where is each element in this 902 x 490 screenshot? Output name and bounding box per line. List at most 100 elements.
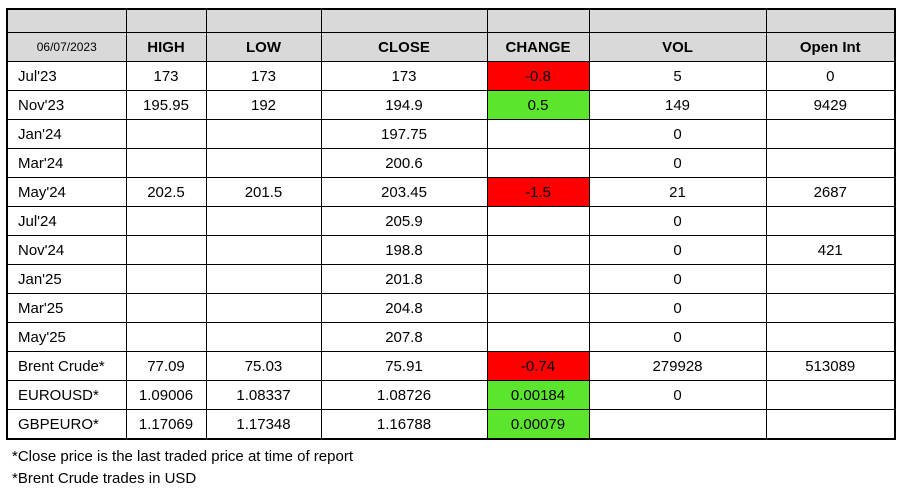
table-row: Jan'25 201.8 0 [6,264,896,294]
table-row: Nov'24 198.8 0 421 [6,235,896,265]
empty-cell [486,8,590,33]
high-value: 202.5 [125,177,207,207]
low-value: 1.08337 [205,380,322,410]
vol-value: 0 [588,322,767,352]
table-row: Jul'23 173 173 173 -0.8 5 0 [6,61,896,91]
change-value [486,322,590,352]
low-value [205,206,322,236]
low-value: 173 [205,61,322,91]
table-row: Jan'24 197.75 0 [6,119,896,149]
table-body: Jul'23 173 173 173 -0.8 5 0 Nov'23 195.95 192 194.… [6,61,896,440]
open-int-value [765,264,896,294]
col-header-high: HIGH [125,32,207,62]
empty-cell [6,8,127,33]
close-value: 207.8 [320,322,488,352]
open-int-value: 0 [765,61,896,91]
low-value: 201.5 [205,177,322,207]
change-value [486,264,590,294]
low-value [205,148,322,178]
contract-label: May'24 [6,177,127,207]
high-value [125,206,207,236]
table-row: EUROUSD* 1.09006 1.08337 1.08726 0.00184 0 [6,380,896,410]
change-value: 0.00079 [486,409,590,440]
close-value: 201.8 [320,264,488,294]
table-row: GBPEURO* 1.17069 1.17348 1.16788 0.00079 [6,409,896,440]
vol-value: 0 [588,380,767,410]
footnotes: *Close price is the last traded price at… [12,446,902,490]
high-value [125,235,207,265]
high-value [125,322,207,352]
open-int-value: 513089 [765,351,896,381]
col-header-vol: VOL [588,32,767,62]
table-row: May'24 202.5 201.5 203.45 -1.5 21 2687 [6,177,896,207]
table-row: May'25 207.8 0 [6,322,896,352]
low-value [205,235,322,265]
footnote-close-price: *Close price is the last traded price at… [12,448,353,465]
change-value [486,293,590,323]
open-int-value: 421 [765,235,896,265]
close-value: 200.6 [320,148,488,178]
contract-label: Nov'23 [6,90,127,120]
change-value: -1.5 [486,177,590,207]
high-value: 173 [125,61,207,91]
change-value: -0.8 [486,61,590,91]
col-header-close: CLOSE [320,32,488,62]
change-value [486,206,590,236]
empty-cell [205,8,322,33]
vol-value: 0 [588,206,767,236]
contract-label: May'25 [6,322,127,352]
col-header-low: LOW [205,32,322,62]
contract-label: Mar'24 [6,148,127,178]
vol-value: 0 [588,119,767,149]
vol-value: 0 [588,235,767,265]
low-value [205,264,322,294]
close-value: 197.75 [320,119,488,149]
change-value: 0.00184 [486,380,590,410]
empty-cell [588,8,767,33]
table-row: Mar'24 200.6 0 [6,148,896,178]
vol-value [588,409,767,440]
high-value: 1.17069 [125,409,207,440]
close-value: 194.9 [320,90,488,120]
empty-cell [125,8,207,33]
vol-value: 5 [588,61,767,91]
change-value [486,235,590,265]
close-value: 1.16788 [320,409,488,440]
vol-value: 279928 [588,351,767,381]
change-value [486,148,590,178]
change-value: -0.74 [486,351,590,381]
high-value [125,293,207,323]
open-int-value [765,380,896,410]
close-value: 204.8 [320,293,488,323]
contract-label: Mar'25 [6,293,127,323]
column-header-row: 06/07/2023 HIGH LOW CLOSE CHANGE VOL Ope… [6,32,896,62]
table-row: Mar'25 204.8 0 [6,293,896,323]
open-int-value [765,148,896,178]
low-value: 192 [205,90,322,120]
open-int-value [765,322,896,352]
open-int-value: 9429 [765,90,896,120]
open-int-value [765,206,896,236]
footnote-brent-crude: *Brent Crude trades in USD [12,470,197,487]
contract-label: EUROUSD* [6,380,127,410]
vol-value: 0 [588,293,767,323]
col-header-open-int: Open Int [765,32,896,62]
contract-label: Brent Crude* [6,351,127,381]
close-value: 173 [320,61,488,91]
close-value: 1.08726 [320,380,488,410]
table-row: Brent Crude* 77.09 75.03 75.91 -0.74 279928 51… [6,351,896,381]
low-value [205,322,322,352]
low-value: 75.03 [205,351,322,381]
contract-label: Jul'23 [6,61,127,91]
col-header-change: CHANGE [486,32,590,62]
change-value: 0.5 [486,90,590,120]
high-value: 77.09 [125,351,207,381]
change-value [486,119,590,149]
contract-label: GBPEURO* [6,409,127,440]
report-date: 06/07/2023 [6,32,127,62]
contract-label: Jul'24 [6,206,127,236]
low-value [205,293,322,323]
table-row: Jul'24 205.9 0 [6,206,896,236]
futures-price-table: 06/07/2023 HIGH LOW CLOSE CHANGE VOL Ope… [6,8,896,440]
